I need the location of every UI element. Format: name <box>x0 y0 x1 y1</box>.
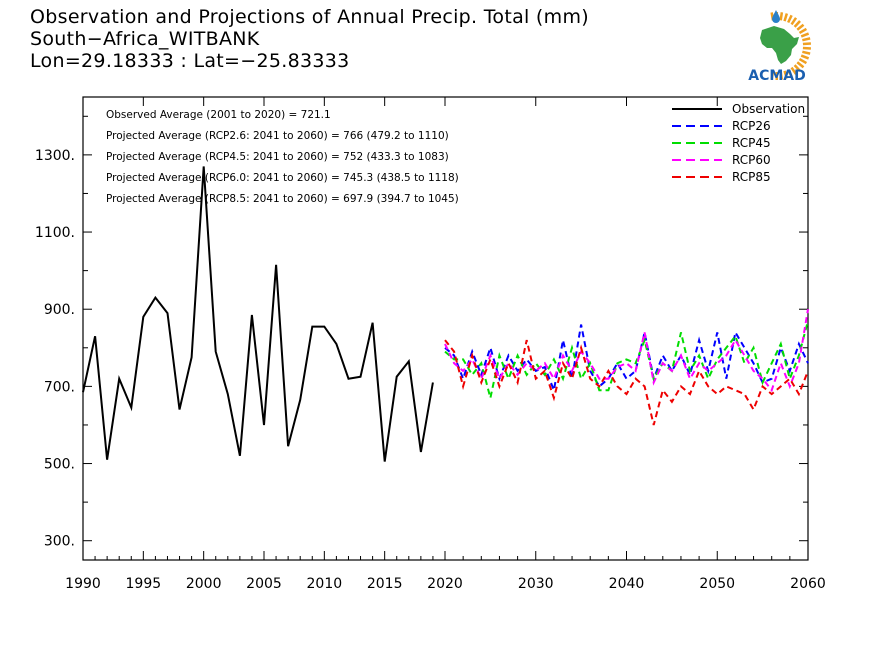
x-tick-label: 1995 <box>126 576 162 592</box>
sun-ray <box>802 42 811 46</box>
series-lines <box>82 166 809 462</box>
station-name: South−Africa_WITBANK <box>30 28 260 50</box>
y-tick-label: 300. <box>44 534 75 550</box>
annotation-line: Projected Average (RCP2.6: 2041 to 2060)… <box>106 130 449 142</box>
y-tick-label: 500. <box>44 457 75 473</box>
x-tick-label: 2060 <box>790 576 826 592</box>
x-tick-label: 2005 <box>246 576 282 592</box>
x-tick-label: 1990 <box>65 576 101 592</box>
sun-ray <box>787 14 793 24</box>
plot-frame <box>82 96 809 561</box>
chart-title-block: Observation and Projections of Annual Pr… <box>30 6 589 72</box>
sun-ray <box>793 64 801 72</box>
x-tick-label: 2040 <box>609 576 645 592</box>
sun-ray <box>793 20 801 28</box>
water-drop-icon <box>772 10 780 23</box>
sun-ray <box>800 54 810 60</box>
legend-label: RCP26 <box>732 119 771 133</box>
sun-ray <box>787 68 793 78</box>
legend-label: Observation <box>732 102 805 116</box>
sun-ray <box>802 37 811 42</box>
y-tick-label: 1100. <box>35 225 75 241</box>
sun-ray <box>783 70 789 79</box>
legend-label: RCP85 <box>732 170 771 184</box>
axis-ticks: 300. 500. 700. 900. 1100. 1300. 1990 1995 2000 20… <box>35 97 826 592</box>
sun-ray <box>779 12 784 21</box>
y-tick-label: 900. <box>44 302 75 318</box>
legend-label: RCP60 <box>732 153 771 167</box>
acmad-logo: ACMAD <box>748 10 811 84</box>
annotation-line: Observed Average (2001 to 2020) = 721.1 <box>106 109 331 121</box>
series-line-rcp45 <box>444 320 809 399</box>
legend: Observation RCP26 RCP45 RCP60 RCP85 <box>672 102 805 184</box>
series-line-observation <box>82 166 434 462</box>
sun-ray <box>798 27 808 35</box>
x-tick-label: 2020 <box>427 576 463 592</box>
series-line-rcp26 <box>444 324 809 394</box>
y-tick-label: 700. <box>44 379 75 395</box>
annotations: Observed Average (2001 to 2020) = 721.1 P… <box>106 109 459 205</box>
sun-ray <box>796 23 805 31</box>
africa-map-icon <box>760 26 799 64</box>
y-tick-label: 1300. <box>35 148 75 164</box>
sun-ray <box>770 71 775 80</box>
sun-ray <box>798 57 808 65</box>
chart-title: Observation and Projections of Annual Pr… <box>30 6 589 28</box>
series-line-rcp85 <box>444 339 809 426</box>
sun-ray <box>800 32 810 38</box>
sun-ray <box>790 66 798 75</box>
station-coordinates: Lon=29.18333 : Lat=−25.83333 <box>30 50 350 72</box>
sun-ray <box>796 61 805 69</box>
annotation-line: Projected Average (RCP8.5: 2041 to 2060)… <box>106 193 459 205</box>
sun-ray <box>802 50 811 55</box>
x-tick-label: 2000 <box>186 576 222 592</box>
legend-label: RCP45 <box>732 136 771 150</box>
axes-frame <box>82 96 809 561</box>
sun-ray <box>783 13 789 22</box>
acmad-logo-text: ACMAD <box>748 68 806 84</box>
sun-ray <box>802 46 811 50</box>
annotation-line: Projected Average (RCP4.5: 2041 to 2060)… <box>106 151 449 163</box>
x-tick-label: 2030 <box>518 576 554 592</box>
x-tick-label: 2010 <box>307 576 343 592</box>
sun-ray <box>779 71 784 80</box>
annotation-line: Projected Average (RCP6.0: 2041 to 2060)… <box>106 172 459 184</box>
x-tick-label: 2050 <box>699 576 735 592</box>
sun-ray <box>790 17 798 26</box>
x-tick-label: 2015 <box>367 576 403 592</box>
